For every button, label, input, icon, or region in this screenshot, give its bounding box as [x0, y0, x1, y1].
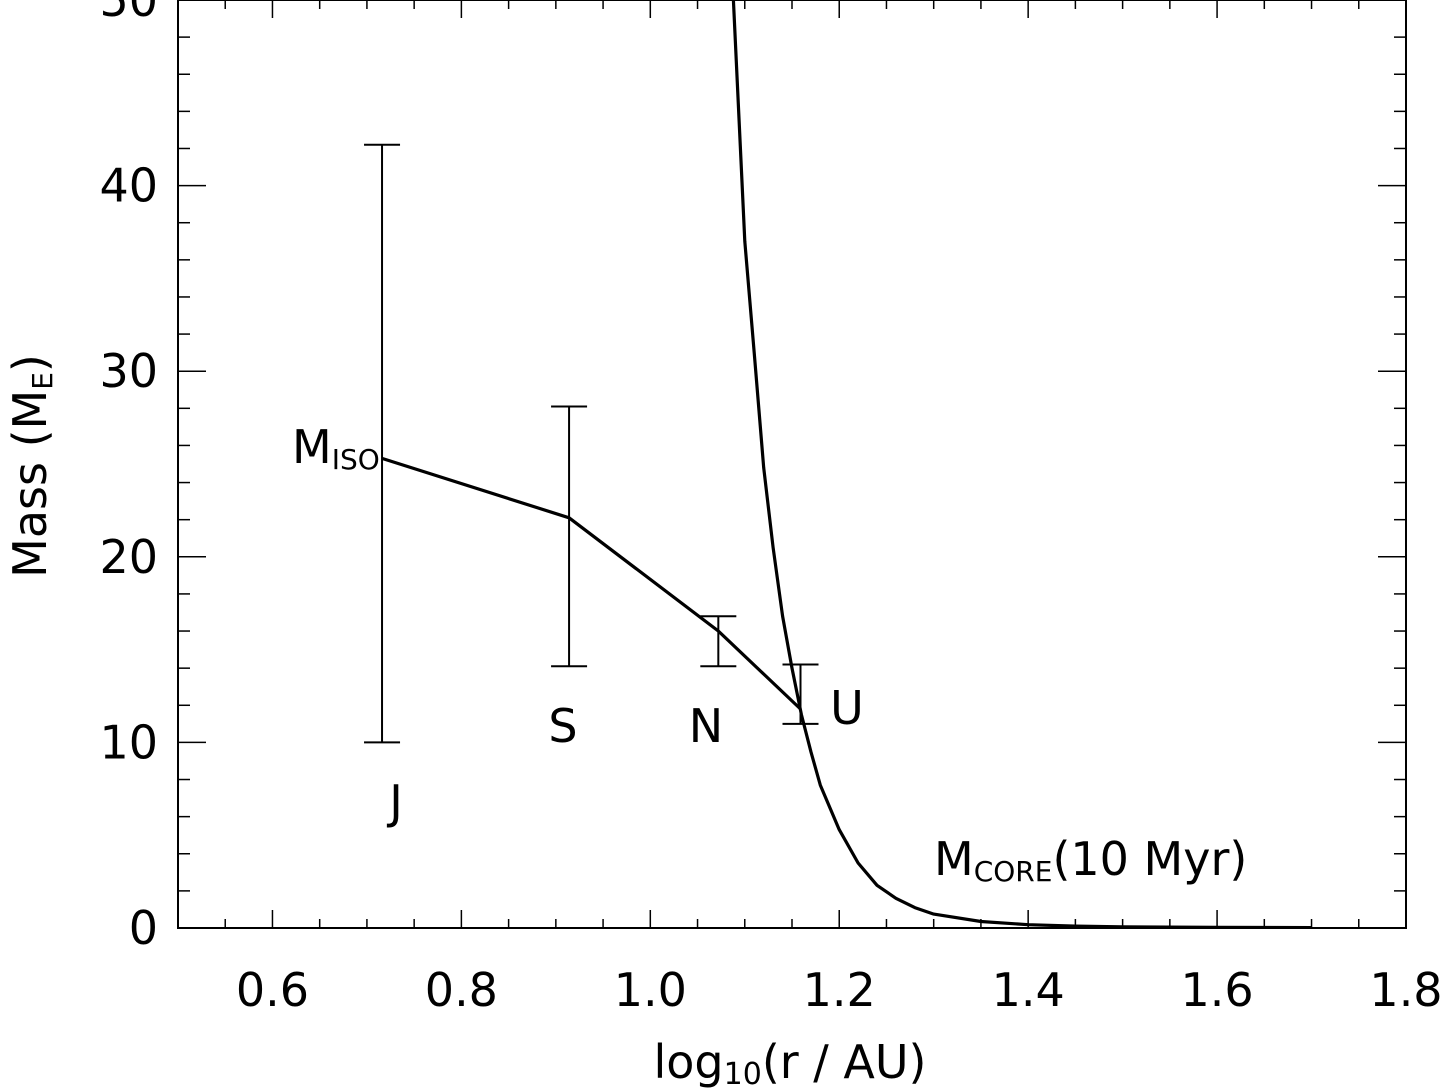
x-tick-label: 1.2 — [803, 963, 876, 1017]
y-tick-label: 10 — [99, 715, 158, 769]
x-tick-label: 1.4 — [992, 963, 1065, 1017]
x-tick-label: 0.8 — [425, 963, 498, 1017]
y-tick-label: 40 — [99, 159, 158, 213]
y-tick-label: 30 — [99, 344, 158, 398]
error-bars — [364, 143, 819, 744]
series-line-m-iso — [381, 456, 802, 711]
tick-labels: 0.6 0.8 1.0 1.2 1.4 1.6 1.8 0 10 20 30 40 50 — [99, 0, 1442, 1017]
y-axis-label: Mass (ME) — [3, 354, 59, 578]
series-label-m-core: MCORE(10 Myr) — [934, 832, 1247, 888]
y-tick-label: 50 — [99, 0, 158, 27]
series-line-m-core — [731, 0, 1312, 928]
x-tick-label: 0.6 — [236, 963, 309, 1017]
x-axis-label: log10(r / AU) — [654, 1035, 927, 1089]
annotations: J S N U MISO MCORE(10 Myr) — [292, 420, 1247, 888]
x-tick-label: 1.8 — [1369, 963, 1442, 1017]
planet-label-N: N — [689, 699, 723, 753]
planet-label-U: U — [830, 681, 864, 735]
x-tick-label: 1.0 — [614, 963, 687, 1017]
series-label-m-iso: MISO — [292, 420, 380, 476]
series-lines — [381, 0, 1312, 928]
x-tick-label: 1.6 — [1180, 963, 1253, 1017]
y-tick-label: 20 — [99, 530, 158, 584]
planet-label-J: J — [386, 775, 403, 829]
planet-label-S: S — [548, 699, 577, 753]
axis-ticks — [178, 0, 1407, 928]
y-tick-label: 0 — [129, 901, 158, 955]
